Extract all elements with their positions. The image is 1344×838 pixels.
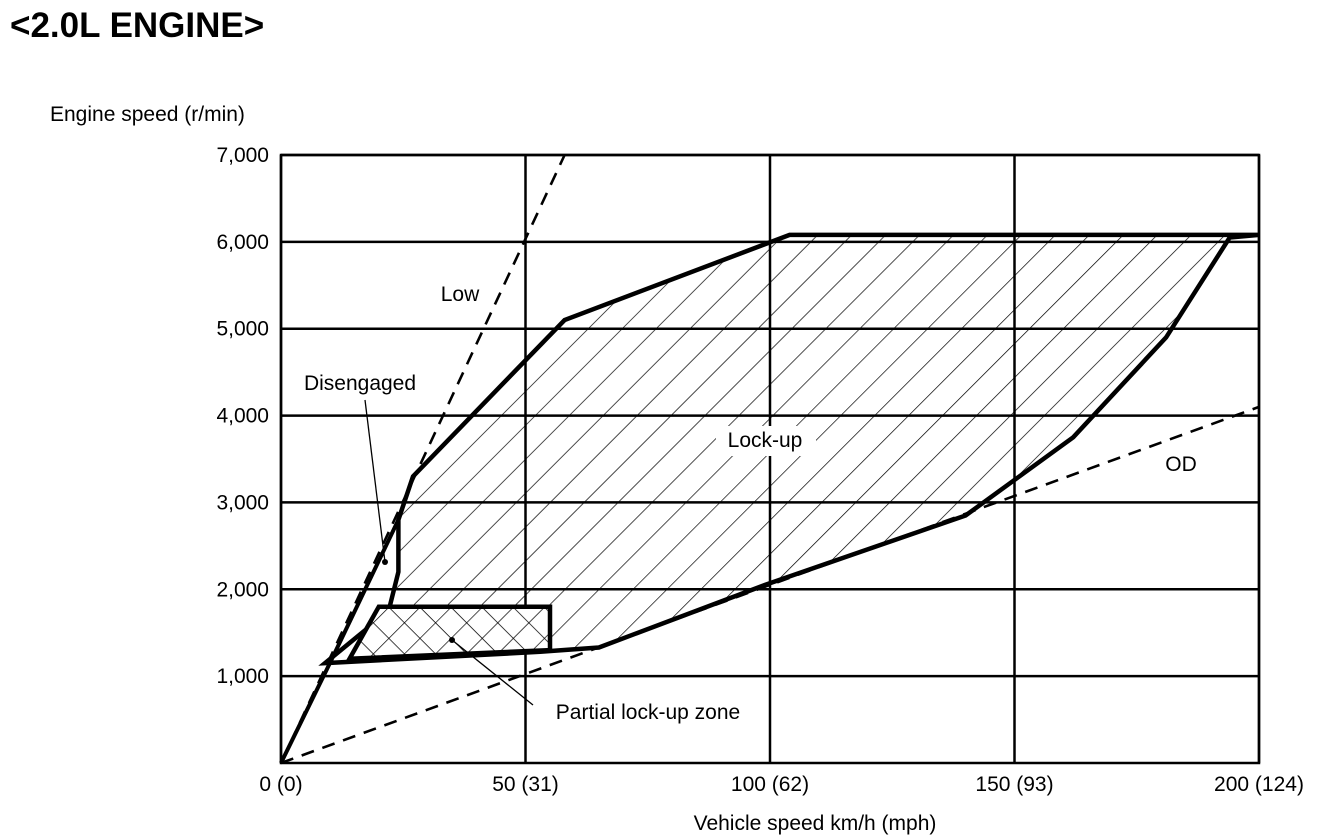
x-tick-label: 50 (31) (492, 773, 559, 796)
y-tick-label: 4,000 (216, 405, 269, 428)
disengaged-boundary (279, 518, 401, 764)
y-tick-label: 6,000 (216, 231, 269, 254)
disengaged-marker (382, 559, 388, 565)
page-title: <2.0L ENGINE> (10, 6, 265, 45)
gear-lines (279, 154, 1260, 765)
disengaged-leader-line (364, 399, 386, 563)
plot-frame (279, 153, 1261, 765)
disengaged-label: Disengaged (304, 372, 416, 395)
lockup-label: Lock-up (728, 429, 803, 452)
gear-line-low (279, 154, 566, 764)
y-tick-label: 2,000 (216, 578, 269, 601)
y-tick-label: 5,000 (216, 318, 269, 341)
y-axis-label: Engine speed (r/min) (50, 103, 245, 126)
partial-lockup-label: Partial lock-up zone (556, 701, 740, 724)
partial-marker (449, 637, 455, 643)
partial-leader-line (451, 639, 534, 706)
low-line-label: Low (441, 283, 480, 306)
y-tick-label: 7,000 (216, 144, 269, 167)
x-axis-label: Vehicle speed km/h (mph) (694, 812, 937, 835)
gear-line-od (280, 405, 1260, 765)
od-line-label: OD (1165, 453, 1197, 476)
axes: 1,000 2,000 3,000 4,000 5,000 6,000 7,000 0 (0)… (216, 144, 1304, 796)
y-tick-label: 3,000 (216, 491, 269, 514)
x-tick-label: 100 (62) (731, 773, 809, 796)
x-tick-label: 150 (93) (975, 773, 1053, 796)
y-tick-label: 1,000 (216, 665, 269, 688)
x-tick-label: 0 (0) (259, 773, 302, 796)
x-tick-label: 200 (124) (1214, 773, 1304, 796)
partial-lockup-zone (345, 604, 553, 662)
